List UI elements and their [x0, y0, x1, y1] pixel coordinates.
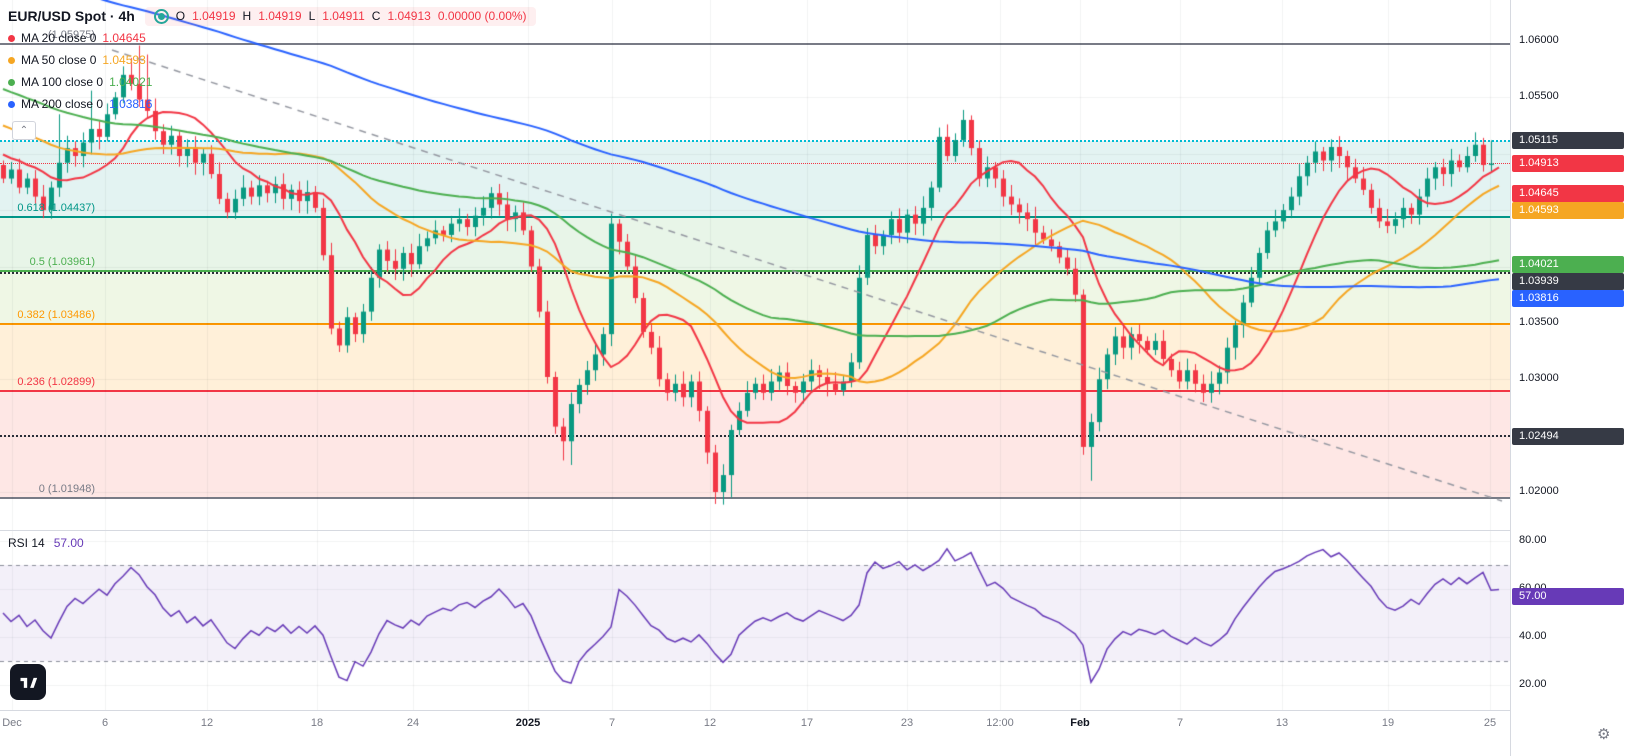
ma-20-value: 1.04645: [102, 31, 146, 45]
ma-50-dot-icon: [8, 56, 15, 64]
price-badge: 1.04593: [1512, 202, 1624, 220]
ma-100-dot-icon: [8, 78, 15, 86]
open-label: O: [175, 9, 186, 23]
price-badge: 1.03816: [1512, 289, 1624, 307]
fib-level-label: 0 (1.01948): [38, 482, 95, 495]
time-axis-label: 12: [703, 717, 717, 729]
fib-level-label: 0.236 (1.02899): [17, 375, 95, 388]
time-axis-label: 25: [1483, 717, 1497, 729]
chevron-up-icon: ⌃: [19, 125, 29, 136]
time-axis-label: 6: [101, 717, 109, 729]
open-value: 1.04919: [192, 9, 236, 23]
price-badge: 1.04021: [1512, 255, 1624, 273]
time-axis-label: 23: [900, 717, 914, 729]
price-axis-label: 40.00: [1519, 630, 1547, 642]
ma-100-value: 1.04021: [109, 75, 153, 89]
legend-ma-100[interactable]: MA 100 close 0 1.04021: [8, 71, 536, 93]
market-status-icon: [153, 8, 169, 24]
price-axis-label: 80.00: [1519, 534, 1547, 546]
low-label: L: [308, 9, 316, 23]
pane-separator[interactable]: [0, 530, 1630, 531]
time-axis-label: 7: [1176, 717, 1184, 729]
time-axis-label: 12: [200, 717, 214, 729]
price-axis-label: 1.02000: [1519, 485, 1559, 497]
settings-gear-icon[interactable]: ⚙: [1597, 726, 1611, 743]
tradingview-logo[interactable]: [10, 664, 46, 700]
time-axis-label: Dec: [2, 717, 22, 729]
ma-100-label: MA 100 close 0: [21, 75, 104, 89]
price-axis-label: 1.03000: [1519, 372, 1559, 385]
price-axis-label: 1.03500: [1519, 315, 1559, 328]
price-axis[interactable]: 1.06000 1.05500 1.03500 1.03000 1.02000 80.00…: [1510, 0, 1630, 756]
high-value: 1.04919: [258, 9, 302, 23]
ma-200-label: MA 200 close 0: [21, 97, 104, 111]
low-value: 1.04911: [322, 9, 365, 23]
rsi-label: RSI 14: [8, 536, 45, 550]
time-axis-label: 2025: [515, 717, 541, 729]
rsi-badge: 57.00: [1512, 587, 1624, 605]
price-axis-label: 1.05500: [1519, 90, 1559, 103]
time-axis-label: 7: [608, 717, 616, 729]
high-label: H: [242, 9, 252, 23]
ohlc-chip: O 1.04919 H 1.04919 L 1.04911 C 1.04913 0.00…: [144, 6, 536, 26]
price-badge: 1.04645: [1512, 185, 1624, 203]
legend-ma-50[interactable]: MA 50 close 0 1.04593: [8, 49, 536, 71]
rsi-legend[interactable]: RSI 14 57.00: [8, 536, 84, 550]
fib-level-label: (1.05975): [47, 28, 95, 41]
ma-20-dot-icon: [8, 34, 15, 42]
collapse-arrow-button[interactable]: ⌃: [12, 121, 36, 140]
fib-level-label: 0.618 (1.04437): [17, 202, 95, 215]
fib-level-label: 0.382 (1.03486): [17, 309, 95, 322]
price-badge: 1.02494: [1512, 427, 1624, 445]
time-axis-label: 18: [310, 717, 324, 729]
price-badge: 1.05115: [1512, 132, 1624, 150]
legend-ma-200[interactable]: MA 200 close 0 1.03816: [8, 93, 536, 115]
ma-50-value: 1.04593: [102, 53, 146, 67]
price-badge: 1.03939: [1512, 272, 1624, 290]
close-value: 1.04913: [387, 9, 431, 23]
change-value: 0.00000 (0.00%): [437, 9, 527, 23]
price-axis-label: 1.06000: [1519, 34, 1559, 46]
tradingview-logo-icon: [20, 677, 38, 688]
time-axis-label: 13: [1275, 717, 1289, 729]
fib-level-label: 0.5 (1.03961): [29, 255, 95, 268]
time-axis-label: 24: [406, 717, 420, 729]
time-axis-label: 12:00: [986, 717, 1014, 729]
ma-200-value: 1.03816: [109, 97, 153, 111]
time-axis[interactable]: Dec 6 12 18 24 2025 7 12 17 23 12:00 Feb 7 13 19 25: [0, 710, 1630, 756]
close-label: C: [371, 9, 381, 23]
time-axis-label: 19: [1381, 717, 1395, 729]
rsi-value: 57.00: [53, 536, 84, 550]
legend-ma-20[interactable]: MA 20 close 0 1.04645: [8, 27, 536, 49]
ma-50-label: MA 50 close 0: [21, 53, 97, 67]
time-axis-label: 17: [800, 717, 814, 729]
price-badge: 1.04913: [1512, 155, 1624, 173]
symbol-header-row[interactable]: EUR/USD Spot · 4h O 1.04919 H 1.04919 L 1.0…: [8, 5, 536, 27]
symbol-title[interactable]: EUR/USD Spot · 4h: [8, 8, 135, 24]
symbol-legend: EUR/USD Spot · 4h O 1.04919 H 1.04919 L 1.0…: [8, 5, 536, 115]
ma-200-dot-icon: [8, 100, 15, 108]
ma-20-label: MA 20 close 0: [21, 31, 97, 45]
time-axis-label: Feb: [1070, 717, 1090, 729]
price-axis-label: 20.00: [1519, 678, 1547, 690]
